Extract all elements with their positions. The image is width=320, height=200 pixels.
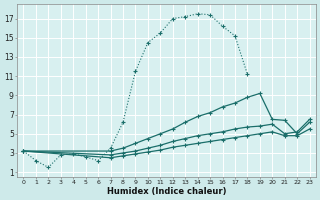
X-axis label: Humidex (Indice chaleur): Humidex (Indice chaleur) — [107, 187, 226, 196]
